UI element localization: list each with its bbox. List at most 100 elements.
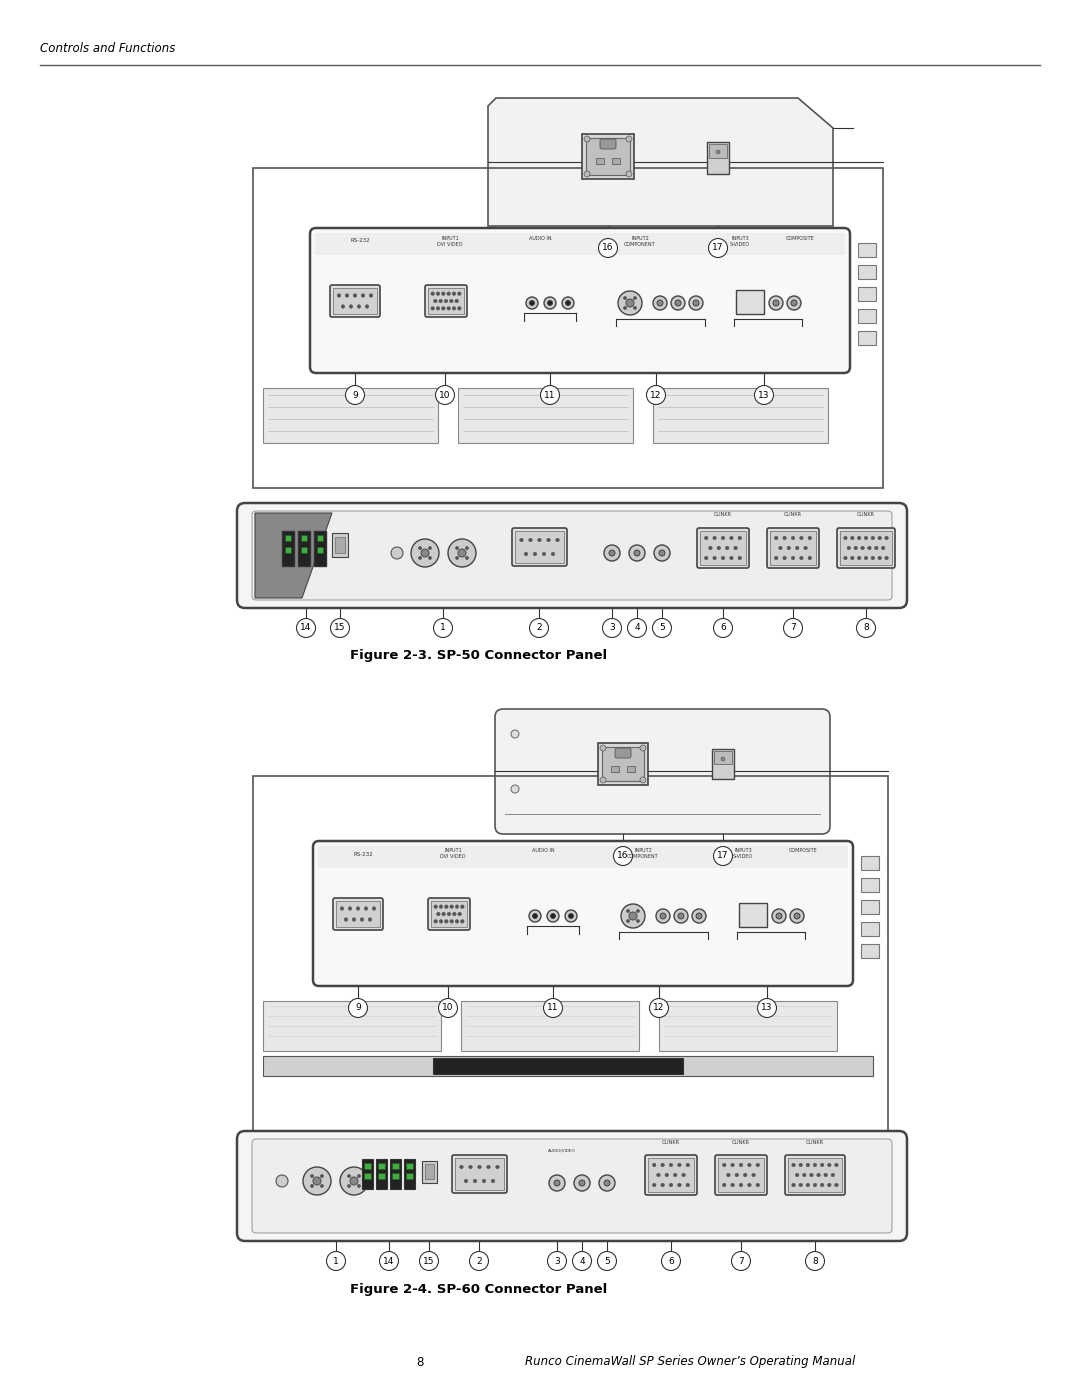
Circle shape [434, 919, 437, 923]
Circle shape [579, 1180, 585, 1186]
Bar [602, 747, 644, 781]
Text: 13: 13 [758, 391, 770, 400]
Circle shape [721, 757, 725, 761]
Text: Controls and Functions: Controls and Functions [40, 42, 175, 54]
Circle shape [854, 546, 858, 550]
Circle shape [436, 912, 441, 916]
Circle shape [584, 136, 590, 142]
Text: AUDIO|VIDEO: AUDIO|VIDEO [549, 1148, 576, 1153]
Circle shape [349, 305, 353, 309]
Circle shape [756, 1183, 759, 1187]
Circle shape [455, 919, 459, 923]
Circle shape [447, 306, 450, 310]
Circle shape [542, 552, 545, 556]
Circle shape [453, 292, 456, 296]
Circle shape [465, 556, 469, 559]
Circle shape [714, 847, 732, 866]
Text: 3: 3 [554, 1256, 559, 1266]
Circle shape [551, 552, 555, 556]
Bar [861, 922, 879, 936]
Bar [315, 233, 845, 256]
Circle shape [629, 912, 637, 921]
Circle shape [352, 918, 355, 921]
Circle shape [821, 1183, 824, 1187]
Circle shape [345, 918, 348, 921]
Text: 14: 14 [300, 623, 312, 633]
Bar [406, 1173, 413, 1179]
Bar [285, 535, 291, 541]
Circle shape [634, 550, 640, 556]
Text: 14: 14 [383, 1256, 394, 1266]
FancyBboxPatch shape [330, 285, 380, 317]
Circle shape [600, 777, 606, 782]
Bar [858, 331, 876, 345]
Circle shape [827, 1164, 832, 1166]
Circle shape [772, 909, 786, 923]
Bar [378, 1162, 384, 1169]
Circle shape [792, 536, 795, 539]
FancyBboxPatch shape [252, 1139, 892, 1234]
Circle shape [757, 999, 777, 1017]
Circle shape [460, 905, 464, 908]
Circle shape [657, 1173, 660, 1176]
Bar [336, 901, 380, 928]
Circle shape [850, 536, 854, 539]
Text: 17: 17 [712, 243, 724, 253]
Bar [515, 531, 564, 563]
Circle shape [774, 556, 778, 560]
Circle shape [562, 298, 573, 309]
Circle shape [524, 552, 528, 556]
Circle shape [511, 731, 519, 738]
Circle shape [511, 785, 519, 793]
Circle shape [821, 1164, 824, 1166]
Circle shape [599, 1175, 615, 1192]
Circle shape [640, 777, 646, 782]
Bar [335, 536, 345, 553]
Circle shape [572, 1252, 592, 1270]
Circle shape [440, 905, 443, 908]
Circle shape [460, 919, 464, 923]
Circle shape [487, 1165, 490, 1169]
Circle shape [361, 918, 364, 921]
Circle shape [436, 292, 440, 296]
Circle shape [411, 539, 438, 567]
Text: CLINKR: CLINKR [806, 1140, 824, 1146]
Text: 15: 15 [423, 1256, 435, 1266]
Circle shape [613, 847, 633, 866]
Text: CLINKR: CLINKR [784, 513, 802, 517]
Bar [298, 531, 310, 566]
Bar [376, 1160, 387, 1189]
Bar [858, 309, 876, 323]
Circle shape [276, 1175, 288, 1187]
Bar [458, 388, 633, 443]
Circle shape [665, 1173, 669, 1176]
FancyBboxPatch shape [600, 138, 616, 149]
Circle shape [885, 556, 889, 560]
Circle shape [653, 296, 667, 310]
Bar [426, 1164, 434, 1179]
Circle shape [429, 556, 431, 559]
Circle shape [777, 914, 782, 919]
Circle shape [556, 538, 559, 542]
Circle shape [789, 909, 804, 923]
Circle shape [850, 556, 854, 560]
FancyBboxPatch shape [333, 898, 383, 930]
Circle shape [717, 546, 720, 550]
Circle shape [361, 293, 365, 298]
Text: 9: 9 [352, 391, 357, 400]
Circle shape [670, 1183, 673, 1187]
Circle shape [566, 300, 570, 306]
Text: 12: 12 [653, 1003, 664, 1013]
Text: 5: 5 [604, 1256, 610, 1266]
Text: COMPONENT: COMPONENT [624, 242, 656, 246]
Circle shape [365, 305, 368, 309]
Text: INPUT1: INPUT1 [441, 236, 459, 240]
Circle shape [548, 300, 553, 306]
Circle shape [783, 536, 786, 539]
Circle shape [326, 1252, 346, 1270]
Text: RS-232: RS-232 [350, 239, 369, 243]
Bar [627, 766, 635, 773]
Bar [718, 1158, 764, 1192]
Circle shape [353, 293, 356, 298]
Bar [332, 534, 348, 557]
